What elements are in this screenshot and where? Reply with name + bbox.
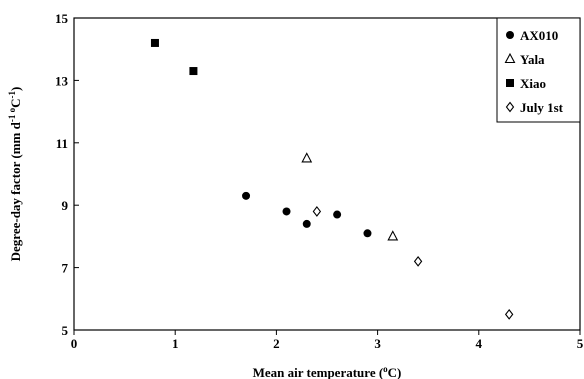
x-tick-label: 1 — [172, 336, 179, 351]
data-point-ax010 — [302, 219, 311, 228]
y-axis-label: Degree-day factor (mm d-1 oC-1) — [7, 87, 23, 262]
data-point-ax010 — [363, 229, 372, 238]
y-tick-label: 15 — [55, 11, 69, 26]
data-points — [150, 38, 514, 320]
legend-marker-ax010 — [506, 31, 514, 39]
y-tick-label: 5 — [62, 323, 69, 338]
x-tick-label: 3 — [374, 336, 381, 351]
plot-frame — [73, 17, 581, 331]
data-point-july-1st — [312, 206, 322, 217]
y-tick-label: 9 — [62, 198, 69, 213]
data-point-yala — [301, 152, 313, 163]
y-axis-ticks: 5 7 9 11 13 15 — [55, 11, 79, 338]
legend-label-yala: Yala — [520, 52, 545, 67]
legend-label-ax010: AX010 — [520, 28, 558, 43]
legend: AX010 Yala Xiao July 1st — [496, 17, 581, 123]
data-point-xiao — [150, 38, 159, 47]
data-point-ax010 — [242, 191, 251, 200]
legend-marker-xiao — [506, 79, 514, 87]
data-point-ax010 — [282, 207, 291, 216]
data-point-july-1st — [504, 309, 514, 320]
data-point-july-1st — [413, 255, 423, 267]
y-tick-label: 13 — [55, 73, 69, 88]
x-tick-label: 5 — [577, 336, 584, 351]
data-point-ax010 — [333, 210, 342, 219]
legend-label-july-1st: July 1st — [520, 100, 564, 115]
y-tick-label: 7 — [62, 261, 69, 276]
data-point-yala — [387, 230, 399, 241]
x-tick-label: 2 — [273, 336, 280, 351]
plot-border — [73, 17, 581, 331]
x-axis-ticks: 0 1 2 3 4 5 — [71, 330, 584, 351]
legend-marker-yala — [504, 52, 516, 64]
x-tick-label: 0 — [71, 336, 78, 351]
x-axis-label: Mean air temperature (oC) — [253, 364, 402, 379]
data-point-xiao — [189, 67, 198, 76]
y-tick-label: 11 — [56, 136, 68, 151]
x-tick-label: 4 — [476, 336, 483, 351]
legend-label-xiao: Xiao — [520, 76, 546, 91]
legend-marker-july-1st — [505, 101, 515, 113]
